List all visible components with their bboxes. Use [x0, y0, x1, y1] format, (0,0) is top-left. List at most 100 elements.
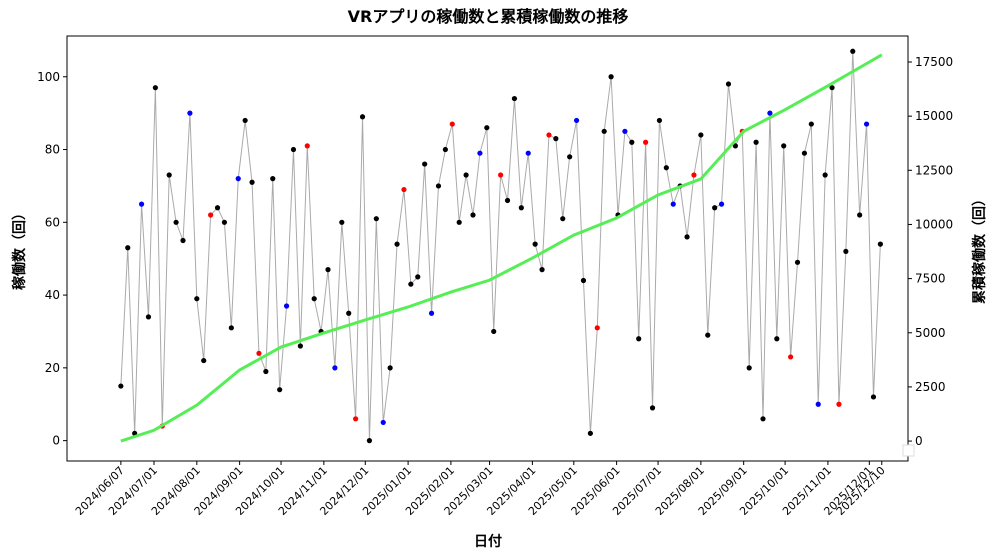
point: [663, 165, 669, 171]
point: [870, 394, 877, 400]
point: [242, 117, 248, 124]
point: [456, 219, 462, 225]
point: [684, 234, 690, 240]
point: [484, 125, 490, 131]
point: [587, 430, 593, 436]
y-tick-label: 0: [52, 434, 60, 448]
point: [387, 365, 393, 371]
point: [277, 387, 283, 393]
point: [173, 219, 179, 225]
point: [166, 172, 172, 178]
point: [608, 74, 614, 80]
point: [829, 85, 835, 91]
point: [145, 314, 152, 320]
point: [670, 201, 676, 207]
point: [532, 241, 538, 247]
point: [201, 357, 207, 364]
y-tick-label: 80: [45, 143, 60, 157]
point: [477, 150, 483, 156]
point: [788, 354, 794, 360]
point: [857, 212, 863, 218]
point: [822, 172, 828, 178]
y2-tick-label: 17500: [915, 55, 953, 69]
point: [498, 172, 504, 178]
point: [725, 81, 732, 87]
point: [774, 336, 780, 342]
point: [843, 248, 849, 255]
point: [373, 216, 379, 222]
point: [622, 128, 628, 134]
point: [567, 154, 573, 160]
point: [712, 205, 718, 211]
point: [428, 310, 435, 316]
point: [449, 121, 455, 127]
point: [649, 405, 656, 411]
point: [573, 117, 580, 124]
point: [560, 216, 566, 222]
point: [235, 176, 241, 182]
point: [580, 277, 587, 284]
point: [877, 241, 883, 247]
point: [283, 303, 290, 309]
point: [525, 150, 531, 156]
point: [732, 143, 738, 149]
point: [836, 401, 842, 407]
plot-frame: [66, 35, 909, 462]
y-tick-label: 40: [45, 288, 60, 302]
y-tick-label: 100: [37, 70, 60, 84]
point: [435, 183, 442, 189]
point: [781, 143, 787, 149]
chart-title: VRアプリの稼働数と累積稼働数の推移: [348, 7, 629, 26]
point: [353, 416, 359, 422]
y2-tick-label: 12500: [915, 163, 953, 177]
point: [297, 343, 303, 349]
point: [491, 328, 497, 335]
y2-tick-label: 0: [915, 434, 923, 448]
point: [180, 237, 186, 244]
point: [270, 176, 276, 182]
point: [442, 146, 448, 153]
y-axis-label: 稼働数（回）: [11, 206, 28, 290]
y2-tick-label: 10000: [915, 217, 953, 231]
point: [325, 267, 331, 273]
point: [463, 172, 469, 178]
point: [594, 325, 600, 331]
point: [422, 161, 428, 167]
point: [346, 310, 352, 316]
y2-tick-label: 15000: [915, 109, 953, 123]
point: [539, 267, 545, 273]
point: [705, 332, 711, 338]
point: [636, 336, 642, 342]
y2-tick-label: 5000: [915, 326, 946, 340]
cumulative-line: [120, 53, 883, 443]
point: [359, 114, 366, 120]
y2-tick-label: 7500: [915, 272, 946, 286]
point: [643, 139, 649, 145]
point: [394, 241, 400, 247]
legend-box: [902, 444, 915, 457]
point: [504, 197, 511, 204]
point: [698, 132, 704, 138]
point: [863, 121, 870, 127]
point: [125, 245, 131, 251]
y-tick-label: 60: [45, 215, 60, 229]
point: [808, 121, 814, 127]
point: [546, 132, 552, 138]
point: [718, 201, 725, 207]
point: [311, 296, 317, 302]
point: [304, 143, 310, 149]
point: [221, 219, 228, 225]
point: [401, 186, 407, 193]
point: [553, 136, 559, 142]
point: [415, 274, 421, 280]
point: [629, 139, 635, 145]
point: [208, 212, 214, 218]
point: [339, 219, 345, 225]
x-axis-label: 日付: [474, 533, 502, 550]
point: [380, 419, 386, 426]
point: [256, 350, 262, 356]
point: [656, 117, 663, 124]
point: [470, 212, 476, 218]
point: [366, 438, 373, 444]
